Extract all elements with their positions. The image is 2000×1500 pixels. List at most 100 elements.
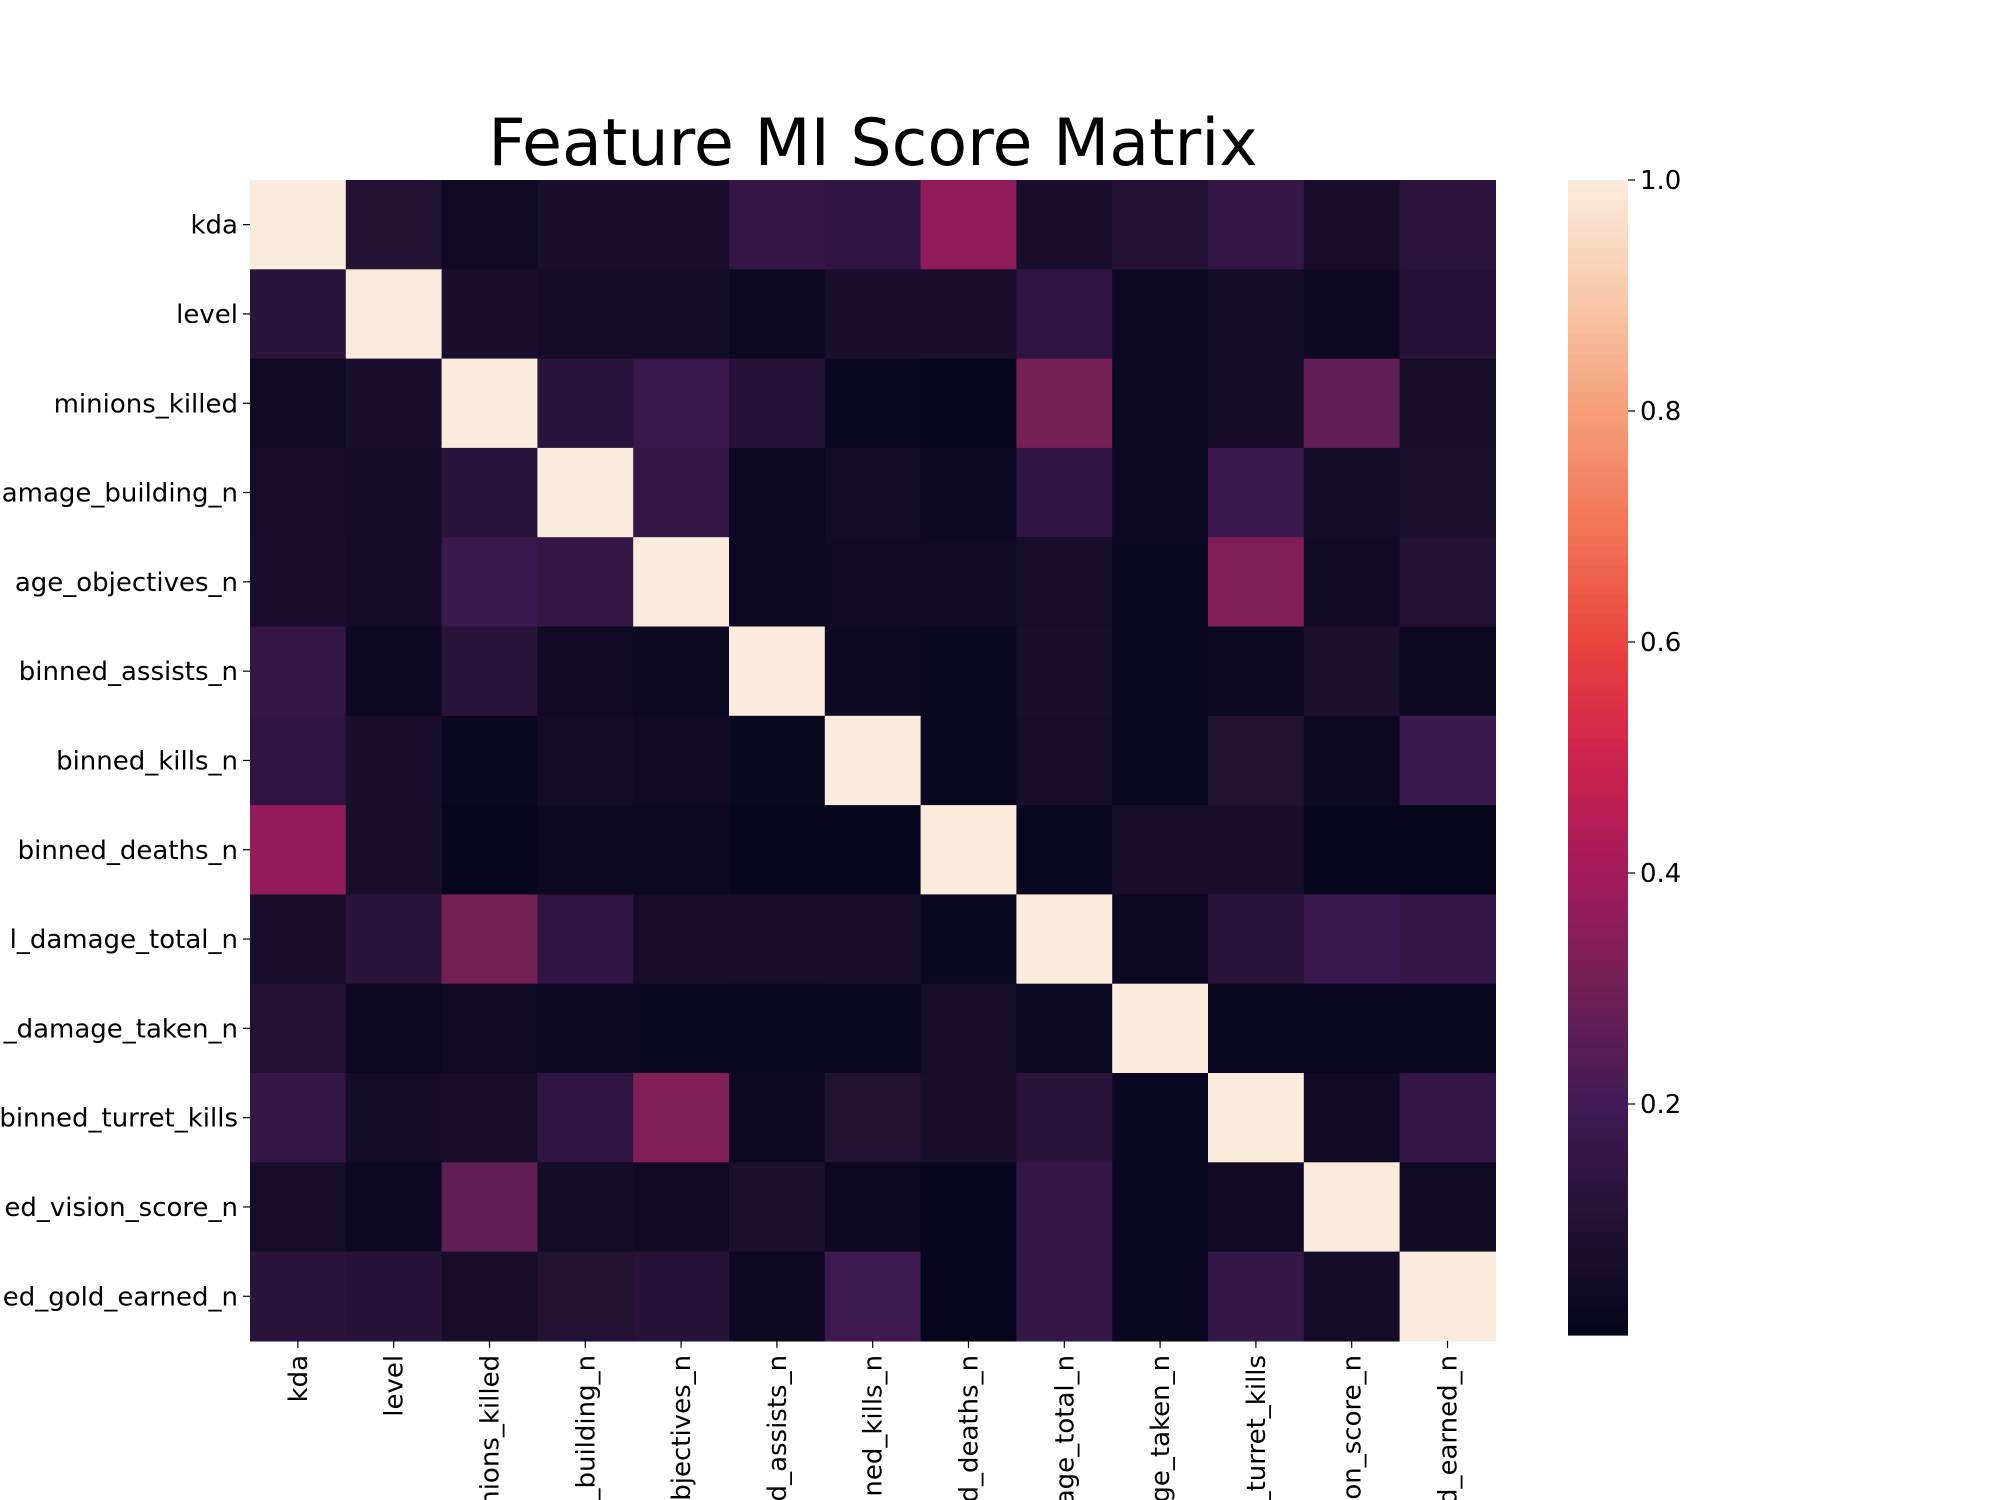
- heatmap-cell: [633, 715, 730, 806]
- heatmap-cell: [1112, 983, 1209, 1074]
- heatmap-cell: [1208, 1251, 1305, 1342]
- colorbar-tick-label: 0.2: [1640, 1090, 1681, 1120]
- heatmap-cell: [441, 894, 538, 985]
- colorbar-segment: [1568, 815, 1628, 826]
- colorbar-segment: [1568, 728, 1628, 739]
- colorbar-segment: [1568, 545, 1628, 556]
- colorbar-segment: [1568, 757, 1628, 768]
- heatmap-cell: [1112, 1073, 1209, 1163]
- colorbar-segment: [1568, 834, 1628, 845]
- colorbar-segment: [1568, 921, 1628, 932]
- colorbar-segment: [1568, 882, 1628, 893]
- heatmap-cell: [729, 1251, 826, 1342]
- colorbar-segment: [1568, 449, 1628, 460]
- heatmap-cell: [729, 626, 826, 717]
- colorbar-segment: [1568, 603, 1628, 614]
- heatmap-cell: [729, 180, 826, 270]
- row-label: kda: [191, 211, 239, 241]
- heatmap-cell: [1303, 180, 1401, 270]
- heatmap-cell: [920, 626, 1017, 717]
- colorbar-segment: [1568, 228, 1628, 239]
- colorbar-segment: [1568, 439, 1628, 451]
- colorbar-segment: [1568, 1315, 1628, 1326]
- heatmap-cell: [1399, 894, 1496, 985]
- heatmap-cell: [633, 447, 730, 538]
- heatmap-cell: [824, 626, 922, 717]
- heatmap-cell: [920, 1251, 1017, 1342]
- heatmap-cell: [824, 180, 922, 270]
- heatmap-cell: [824, 358, 922, 449]
- colorbar-segment: [1568, 613, 1628, 624]
- colorbar-segment: [1568, 584, 1628, 595]
- heatmap-cell: [1112, 180, 1209, 270]
- colorbar-tick-label: 1.0: [1640, 166, 1681, 196]
- colorbar-segment: [1568, 1209, 1628, 1221]
- colorbar-segment: [1568, 853, 1628, 864]
- heatmap-cell: [633, 269, 730, 360]
- colorbar-segment: [1568, 661, 1628, 672]
- heatmap-cell: [1303, 358, 1401, 449]
- heatmap-cell: [250, 983, 347, 1074]
- colorbar-segment: [1568, 1238, 1628, 1249]
- heatmap-cell: [920, 805, 1017, 895]
- colorbar-segment: [1568, 969, 1628, 980]
- colorbar-segment: [1568, 1229, 1628, 1240]
- row-label: binned_turret_kills: [0, 1104, 238, 1134]
- heatmap-cell: [1208, 447, 1305, 538]
- heatmap-cell: [824, 447, 922, 538]
- colorbar-segment: [1568, 324, 1628, 335]
- heatmap-cell: [824, 537, 922, 628]
- column-label: d_assists_n: [763, 1355, 793, 1500]
- heatmap-cell: [1016, 983, 1113, 1074]
- column-label: d_deaths_n: [955, 1355, 985, 1500]
- heatmap-cell: [1016, 447, 1113, 538]
- heatmap-cell: [920, 894, 1017, 985]
- heatmap-cell: [1303, 894, 1401, 985]
- colorbar-segment: [1568, 372, 1628, 383]
- row-label: level: [176, 300, 238, 330]
- colorbar-segment: [1568, 1161, 1628, 1172]
- colorbar-segment: [1568, 670, 1628, 682]
- heatmap-cell: [920, 447, 1017, 538]
- row-label: amage_building_n: [2, 479, 238, 509]
- heatmap-cell: [729, 894, 826, 985]
- heatmap-cell: [920, 358, 1017, 449]
- heatmap-cell: [250, 269, 347, 360]
- heatmap-cell: [345, 358, 443, 449]
- row-label: l_damage_total_n: [10, 925, 238, 955]
- colorbar-segment: [1568, 1248, 1628, 1259]
- heatmap-cell: [1303, 805, 1401, 895]
- column-label: bjectives_n: [667, 1355, 697, 1500]
- heatmap-cell: [441, 358, 538, 449]
- colorbar-segment: [1568, 488, 1628, 499]
- heatmap-cell: [345, 805, 443, 895]
- heatmap-cell: [633, 180, 730, 270]
- heatmap-cell: [1399, 180, 1496, 270]
- colorbar-segment: [1568, 950, 1628, 961]
- heatmap-cell: [1112, 715, 1209, 806]
- heatmap-cell: [1112, 1162, 1209, 1253]
- heatmap-cell: [1016, 626, 1113, 717]
- colorbar-segment: [1568, 978, 1628, 990]
- colorbar-segment: [1568, 1142, 1628, 1153]
- heatmap-cell: [1303, 1162, 1401, 1253]
- colorbar-segment: [1568, 1123, 1628, 1134]
- heatmap-cell: [633, 894, 730, 985]
- colorbar-segment: [1568, 690, 1628, 701]
- heatmap-cell: [1112, 358, 1209, 449]
- colorbar-segment: [1568, 1084, 1628, 1095]
- colorbar-segment: [1568, 334, 1628, 345]
- heatmap-cell: [537, 1162, 634, 1253]
- heatmap-cell: [345, 180, 443, 270]
- heatmap-cell: [633, 1162, 730, 1253]
- colorbar-segment: [1568, 459, 1628, 470]
- heatmap-cell: [729, 715, 826, 806]
- heatmap-cell: [441, 805, 538, 895]
- colorbar-segment: [1568, 651, 1628, 662]
- heatmap-cell: [1016, 269, 1113, 360]
- heatmap-cell: [1112, 447, 1209, 538]
- heatmap-cell: [537, 626, 634, 717]
- colorbar-segment: [1568, 1132, 1628, 1144]
- heatmap-cell: [250, 715, 347, 806]
- row-label: _damage_taken_n: [3, 1014, 238, 1044]
